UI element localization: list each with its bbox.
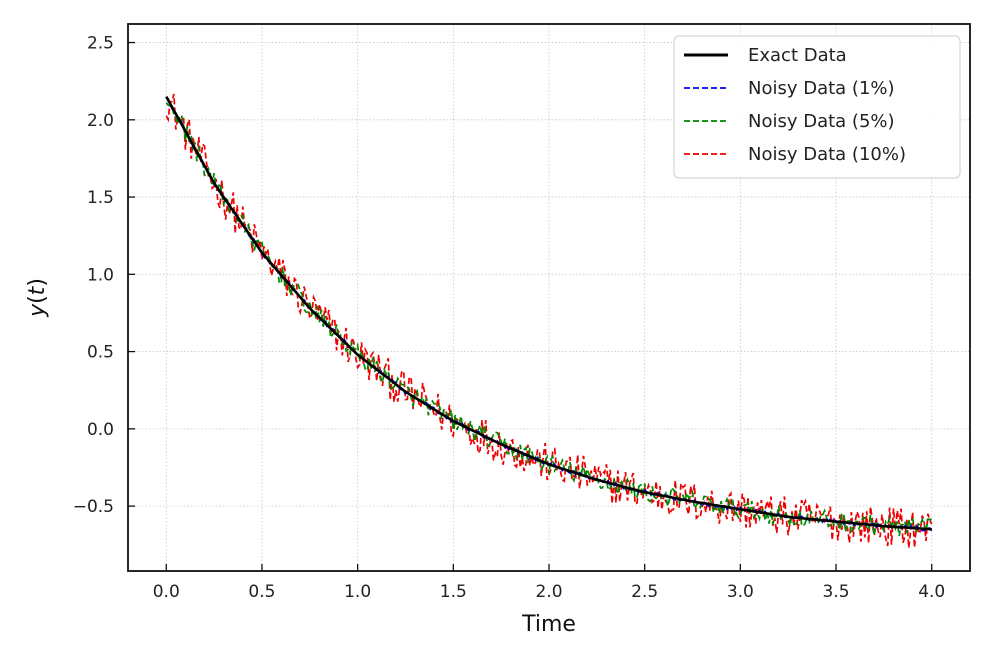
y-tick-label: 0.0	[87, 420, 114, 440]
x-tick-label: 4.0	[918, 582, 945, 602]
plot-area	[165, 93, 933, 548]
y-tick-label: 2.0	[87, 111, 114, 131]
legend-label: Noisy Data (1%)	[748, 78, 895, 99]
series-line-3	[165, 93, 933, 548]
y-axis-label: y(t)	[25, 278, 50, 318]
x-tick-label: 0.0	[153, 582, 180, 602]
x-tick-label: 1.5	[440, 582, 467, 602]
legend-box	[673, 35, 961, 179]
legend: Exact Data Noisy Data (1%) Noisy Data (5%)…	[673, 35, 961, 179]
y-tick-label: 1.5	[87, 188, 114, 208]
x-tick-label: 1.0	[344, 582, 371, 602]
x-tick-label: 2.0	[535, 582, 562, 602]
y-tick-label: 1.0	[87, 265, 114, 285]
x-axis-label: Time	[521, 612, 576, 637]
x-tick-label: 3.5	[823, 582, 850, 602]
legend-label: Noisy Data (5%)	[748, 111, 895, 132]
legend-label: Exact Data	[748, 45, 847, 66]
x-tick-label: 2.5	[631, 582, 658, 602]
y-tick-label: 0.5	[87, 343, 114, 363]
y-tick-label: −0.5	[73, 497, 114, 517]
legend-label: Noisy Data (10%)	[748, 144, 906, 165]
y-tick-label: 2.5	[87, 34, 114, 54]
x-tick-label: 0.5	[248, 582, 275, 602]
grid	[128, 24, 970, 571]
axes-ticks: 0.0 0.5 1.0 1.5 2.0 2.5 3.0 3.5 4.0 −0.5 0.0 0.5 1.0…	[73, 34, 946, 602]
series-line-0	[165, 95, 932, 531]
x-tick-label: 3.0	[727, 582, 754, 602]
